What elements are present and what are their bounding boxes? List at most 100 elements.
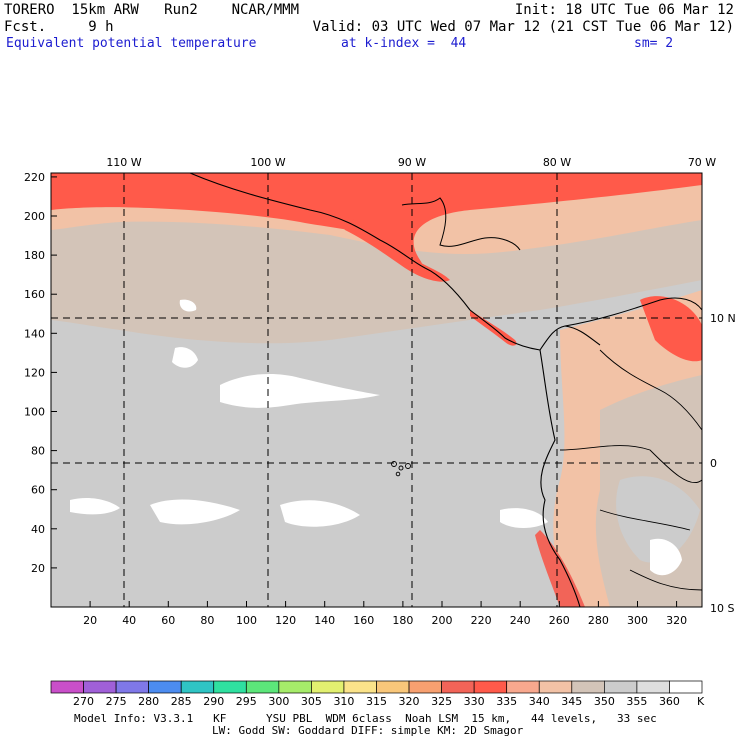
x-tick-label: 100: [236, 614, 257, 627]
y-tick-label: 20: [31, 562, 45, 575]
south-america-coastline: [539, 349, 581, 607]
model-info-line1: Model Info: V3.3.1 KF YSU PBL WDM 6class…: [74, 712, 657, 725]
level-index: at k-index = 44: [341, 36, 467, 51]
model-title: TORERO 15km ARW Run2 NCAR/MMM: [4, 2, 300, 18]
lat-label: 0: [710, 457, 717, 470]
colorbar-cell: [245, 680, 280, 694]
x-tick-label: 40: [122, 614, 136, 627]
model-info-line2: LW: Godd SW: Goddard DIFF: simple KM: 2D…: [212, 724, 524, 737]
colorbar-cell: [83, 680, 117, 694]
colorbar-level: 300: [268, 695, 289, 708]
andes-gray: [616, 476, 700, 563]
colorbar-cell: [669, 680, 703, 694]
colorbar-cell: [148, 680, 182, 694]
colorbar-level: 270: [73, 695, 94, 708]
colorbar-level: 355: [626, 695, 647, 708]
lat-lon-grid: [51, 173, 702, 607]
x-tick-label: 320: [666, 614, 687, 627]
lon-label: 110 W: [106, 156, 141, 169]
x-tick-label: 240: [510, 614, 531, 627]
y-tick-label: 80: [31, 445, 45, 458]
cool-patch-1: [220, 374, 380, 408]
red-band: [51, 173, 702, 268]
central-america-coastline: [189, 173, 601, 351]
lat-label: 10 S: [710, 602, 734, 615]
valid-time: Valid: 03 UTC Wed 07 Mar 12 (21 CST Tue …: [312, 19, 734, 35]
colorbar-level: 335: [496, 695, 517, 708]
peru-coast-red: [535, 530, 585, 607]
colorbar-cell: [506, 680, 540, 694]
colorbar-cell: [603, 680, 638, 694]
y-tick-label: 140: [24, 327, 45, 340]
country-border-2: [599, 509, 702, 591]
smoothing-info: sm= 2: [634, 36, 674, 51]
y-tick-label: 60: [31, 484, 45, 497]
colorbar-cell: [571, 680, 605, 694]
colorbar-level: 345: [561, 695, 582, 708]
y-tick-label: 40: [31, 523, 45, 536]
colorbar-cell: [636, 680, 670, 694]
cool-patch-7: [179, 299, 197, 312]
x-tick-label: 20: [83, 614, 97, 627]
colorbar-level: 330: [464, 695, 485, 708]
caribbean-coastline: [564, 297, 702, 327]
init-time: Init: 18 UTC Tue 06 Mar 12: [514, 2, 734, 18]
x-tick-label: 180: [392, 614, 413, 627]
colorbar-cell: [180, 680, 215, 694]
colorbar-cell: [538, 680, 573, 694]
x-tick-label: 280: [588, 614, 609, 627]
colorbar-level: 295: [236, 695, 257, 708]
x-grid-ticks: 20 40 60 80 100 120 140 160 180 200 220 240 260 280 30…: [83, 601, 687, 627]
colorbar-level: 360: [659, 695, 680, 708]
y-tick-label: 120: [24, 366, 45, 379]
lon-label: 100 W: [250, 156, 285, 169]
theta-e-map: 110 W 100 W 90 W 80 W 70 W 10 N 0 10 S 20 40 60 8…: [24, 156, 736, 627]
colorbar-cell: [115, 680, 149, 694]
colorbar-level: 285: [171, 695, 192, 708]
y-tick-label: 220: [24, 171, 45, 184]
galapagos-islands: [391, 461, 411, 477]
cool-patch-3: [70, 497, 120, 515]
colorbar-cell: [213, 680, 247, 694]
cool-patch-4: [150, 499, 240, 525]
colorbar-level: 305: [301, 695, 322, 708]
x-tick-label: 140: [314, 614, 335, 627]
yucatan-coastline: [401, 197, 521, 251]
colorbar-level: 320: [399, 695, 420, 708]
x-tick-label: 200: [431, 614, 452, 627]
x-tick-label: 220: [471, 614, 492, 627]
latitude-labels: 10 N 0 10 S: [710, 312, 736, 615]
x-tick-label: 80: [200, 614, 214, 627]
map-field: [51, 173, 702, 607]
forecast-hour: Fcst. 9 h: [4, 19, 114, 35]
colorbar-level: 325: [431, 695, 452, 708]
colorbar-unit: K: [697, 695, 705, 708]
y-grid-ticks: 20 40 60 80 100 120 140 160 180 200 220: [24, 171, 57, 575]
cool-patch-6: [500, 508, 548, 528]
venezuela-red: [640, 296, 702, 362]
plot-frame: [50, 172, 703, 608]
colorbar: 270 275 280 285 290 295 300 305 310 315 320 325 330 3…: [50, 680, 705, 708]
x-tick-label: 120: [275, 614, 296, 627]
cool-patch-2: [172, 347, 198, 368]
colorbar-level: 275: [106, 695, 127, 708]
lon-label: 90 W: [398, 156, 426, 169]
cool-patch-5: [280, 500, 360, 527]
colorbar-cell: [278, 680, 312, 694]
country-border-1: [559, 445, 702, 484]
y-tick-label: 180: [24, 249, 45, 262]
colorbar-cell: [441, 680, 475, 694]
lon-label: 70 W: [688, 156, 716, 169]
colorbar-level: 350: [594, 695, 615, 708]
lon-label: 80 W: [543, 156, 571, 169]
x-tick-label: 300: [627, 614, 648, 627]
colorbar-cell: [343, 680, 377, 694]
colorbar-cell: [50, 680, 84, 694]
colorbar-level: 280: [138, 695, 159, 708]
colorbar-level: 315: [366, 695, 387, 708]
longitude-labels: 110 W 100 W 90 W 80 W 70 W: [106, 156, 716, 169]
lat-label: 10 N: [710, 312, 736, 325]
y-tick-label: 200: [24, 210, 45, 223]
highland-white: [650, 538, 682, 576]
country-border-3: [599, 349, 702, 431]
